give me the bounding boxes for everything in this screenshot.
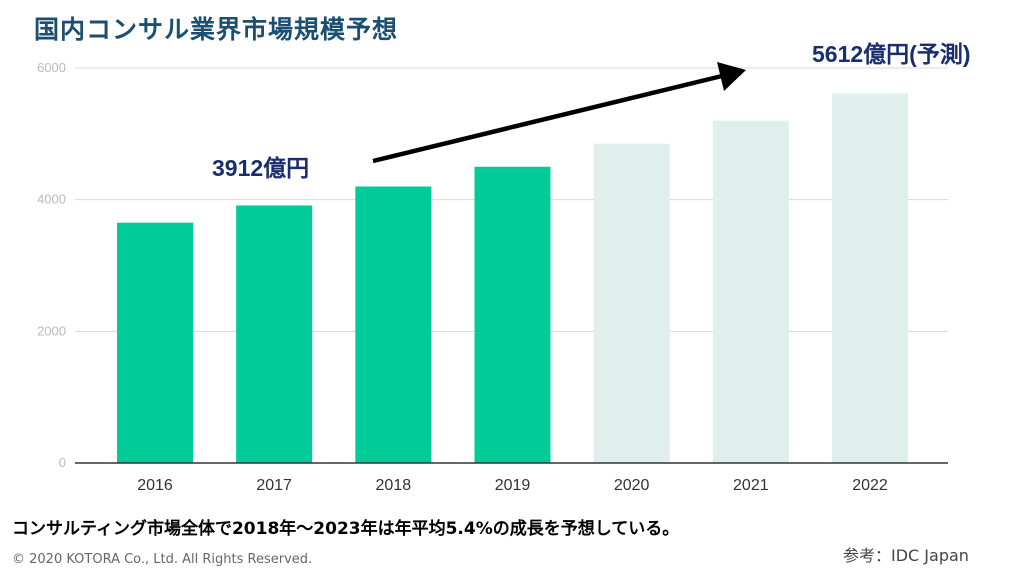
trend-arrow-head (717, 62, 746, 91)
y-tick-label: 0 (59, 455, 66, 470)
annotation-2022-forecast: 5612億円(予測) (812, 41, 970, 67)
y-tick-label: 4000 (37, 192, 66, 207)
y-tick-label: 6000 (37, 60, 66, 75)
x-tick-label: 2020 (614, 477, 650, 494)
bar (236, 205, 313, 463)
copyright-notice: © 2020 KOTORA Co., Ltd. All Rights Reser… (12, 552, 313, 567)
y-tick-label: 2000 (37, 323, 66, 338)
bar (832, 93, 908, 463)
chart-caption: コンサルティング市場全体で2018年～2023年は年平均5.4%の成長を予想して… (12, 519, 680, 539)
x-tick-label: 2018 (376, 477, 412, 494)
bar (355, 186, 432, 463)
x-tick-label: 2017 (256, 477, 292, 494)
x-tick-label: 2019 (495, 477, 531, 494)
bar (117, 222, 193, 463)
x-tick-label: 2022 (852, 477, 888, 494)
x-tick-label: 2016 (137, 477, 173, 494)
bar (474, 166, 551, 463)
annotation-2017-value: 3912億円 (212, 155, 309, 181)
page-title: 国内コンサル業界市場規模予想 (34, 15, 399, 44)
bar (593, 143, 670, 464)
x-tick-label: 2021 (733, 477, 769, 494)
source-note: 参考：IDC Japan (843, 546, 969, 565)
trend-arrow-line (372, 73, 723, 164)
bar (712, 120, 789, 464)
